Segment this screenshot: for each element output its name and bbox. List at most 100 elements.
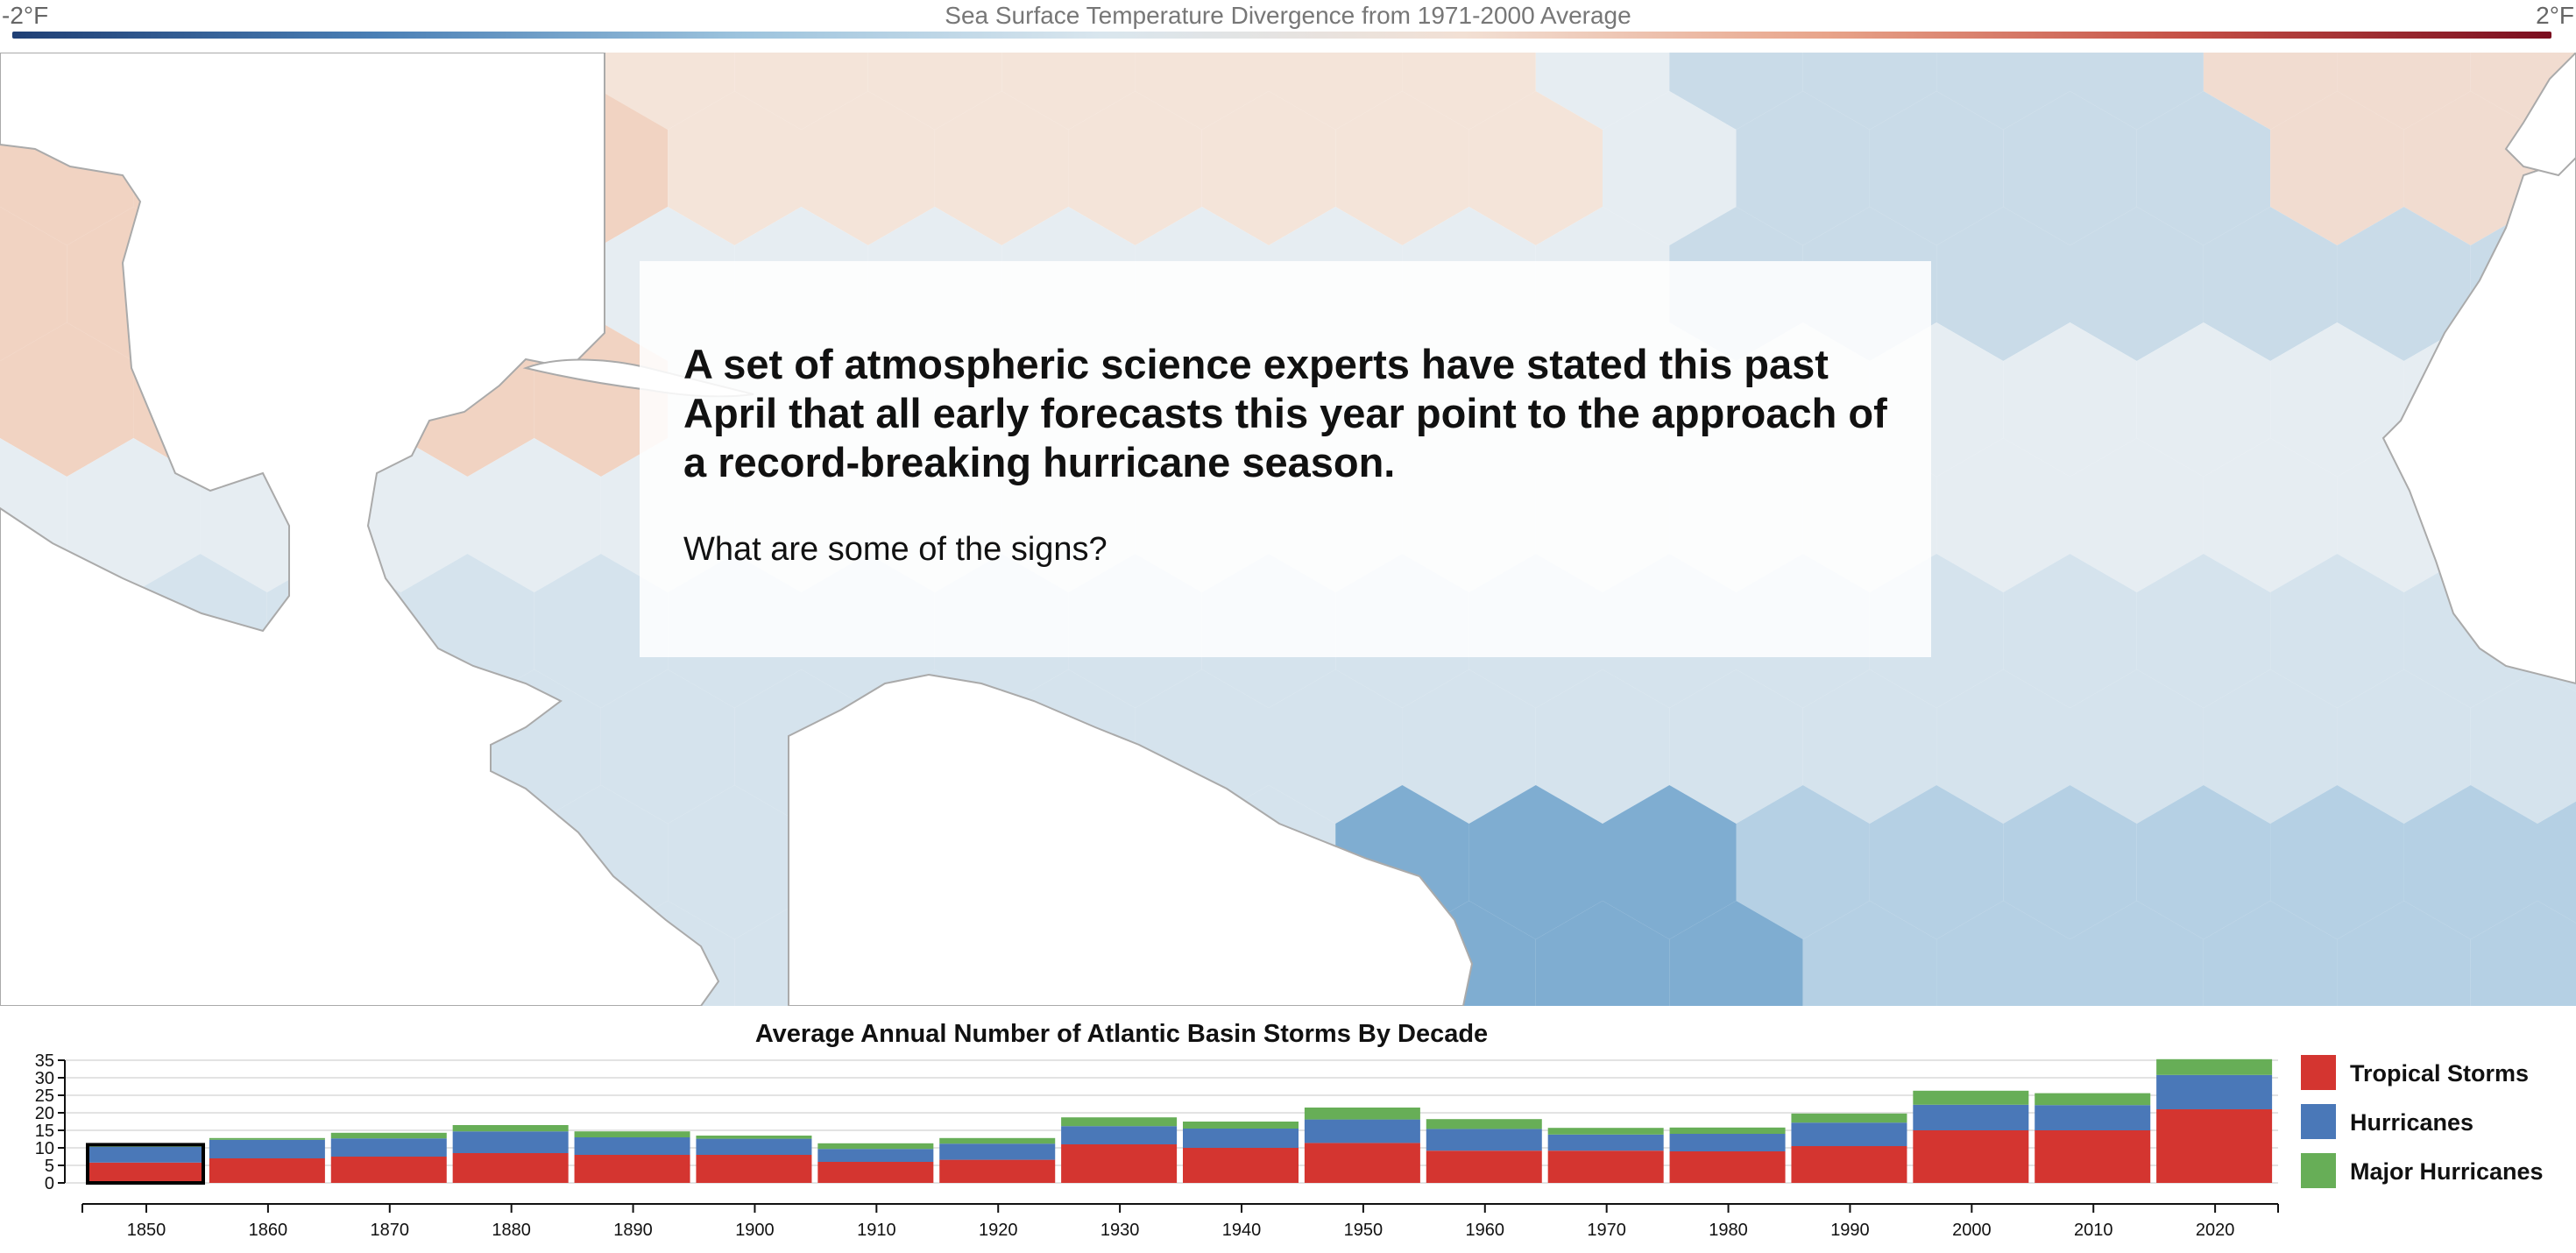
bar-highlight (86, 1143, 205, 1186)
bar-segment[interactable] (1913, 1130, 2029, 1183)
bar-segment[interactable] (2156, 1109, 2273, 1183)
bar-segment[interactable] (1547, 1150, 1664, 1183)
bar-segment[interactable] (696, 1138, 812, 1155)
temperature-hex (1802, 669, 1937, 824)
bar-segment[interactable] (209, 1139, 325, 1158)
x-tick-label: 1910 (857, 1221, 896, 1240)
temperature-hex (1736, 91, 1870, 245)
temperature-hex (1936, 53, 2070, 130)
temperature-hex (2003, 322, 2137, 477)
bar-segment[interactable] (2156, 1074, 2273, 1109)
x-tick-label: 1990 (1830, 1221, 1870, 1240)
temperature-hex (0, 322, 134, 477)
bar-segment[interactable] (1791, 1113, 1907, 1123)
land-masses (0, 53, 2576, 1006)
temperature-hex (2203, 53, 2338, 130)
bar-segment[interactable] (2035, 1105, 2151, 1130)
bar-segment[interactable] (1304, 1119, 1420, 1143)
bar-segment[interactable] (1426, 1129, 1542, 1151)
temperature-hex (2270, 91, 2404, 245)
bar-segment[interactable] (88, 1146, 203, 1163)
bar-segment[interactable] (452, 1131, 569, 1153)
bar-segment[interactable] (330, 1138, 447, 1157)
bar-segment[interactable] (574, 1137, 690, 1155)
bar-segment[interactable] (330, 1157, 447, 1183)
bar-segment[interactable] (1913, 1104, 2029, 1130)
bar-segment[interactable] (817, 1149, 934, 1162)
temperature-hex (934, 91, 1069, 245)
bar-segment[interactable] (817, 1162, 934, 1183)
bar-segment[interactable] (1669, 1127, 1786, 1134)
north-america-land (0, 53, 720, 1006)
bar-segment[interactable] (574, 1155, 690, 1183)
temperature-hex (1802, 901, 1937, 1006)
legend-swatch (2301, 1153, 2336, 1188)
x-tick-label: 1890 (613, 1221, 653, 1240)
temperature-hex (2136, 322, 2271, 477)
chart-bars (86, 1058, 2273, 1186)
bar-segment[interactable] (1791, 1146, 1907, 1183)
bar-segment[interactable] (452, 1153, 569, 1183)
bar-segment[interactable] (1669, 1151, 1786, 1183)
temperature-hex (2003, 554, 2137, 708)
bar-segment[interactable] (817, 1143, 934, 1150)
temperature-hex (2270, 322, 2404, 477)
bar-segment[interactable] (1913, 1090, 2029, 1105)
bar-segment[interactable] (1061, 1126, 1178, 1144)
bar-segment[interactable] (1547, 1128, 1664, 1135)
bar-segment[interactable] (1183, 1148, 1299, 1183)
bar-segment[interactable] (1061, 1117, 1178, 1127)
bar-segment[interactable] (574, 1131, 690, 1137)
temperature-hex (1535, 901, 1670, 1006)
x-tick-label: 1960 (1466, 1221, 1505, 1240)
temperature-hex (1669, 669, 1803, 824)
bar-segment[interactable] (452, 1125, 569, 1132)
bar-segment[interactable] (1061, 1144, 1178, 1183)
temperature-hex (1936, 207, 2070, 361)
temperature-hex (2537, 801, 2576, 924)
temperature-hex (801, 91, 935, 245)
bar-segment[interactable] (209, 1158, 325, 1183)
bar-segment[interactable] (88, 1162, 203, 1183)
bar-segment[interactable] (1304, 1108, 1420, 1120)
temperature-hex (2136, 785, 2271, 939)
bar-segment[interactable] (2035, 1093, 2151, 1106)
bar-segment[interactable] (696, 1155, 812, 1183)
y-tick-label: 5 (45, 1157, 54, 1176)
temperature-hex (467, 438, 601, 592)
temperature-hex (2203, 438, 2338, 592)
temperature-hex (2003, 785, 2137, 939)
bar-segment[interactable] (209, 1137, 325, 1140)
temperature-hex (600, 669, 735, 824)
bar-segment[interactable] (1183, 1129, 1299, 1148)
bar-segment[interactable] (939, 1143, 1056, 1160)
temperature-hex (1603, 785, 1737, 939)
bar-segment[interactable] (1791, 1122, 1907, 1146)
bar-segment[interactable] (939, 1159, 1056, 1183)
x-tick-label: 1900 (735, 1221, 775, 1240)
scale-min-label: -2°F (2, 2, 49, 29)
bar-segment[interactable] (1669, 1134, 1786, 1151)
temperature-hex (1269, 669, 1403, 824)
temperature-hex (2070, 901, 2204, 1006)
story-card: A set of atmospheric science experts hav… (640, 261, 1931, 657)
bar-segment[interactable] (1426, 1150, 1542, 1183)
bar-segment[interactable] (1304, 1143, 1420, 1183)
temperature-hex (2270, 785, 2404, 939)
bar-segment[interactable] (1547, 1134, 1664, 1151)
temperature-hex (2070, 438, 2204, 592)
temperature-hex (2337, 669, 2471, 824)
temperature-hex (2203, 207, 2338, 361)
y-tick-label: 35 (35, 1051, 54, 1071)
temperature-hex (867, 53, 1002, 130)
bar-segment[interactable] (939, 1137, 1056, 1144)
bar-segment[interactable] (1183, 1122, 1299, 1129)
bar-segment[interactable] (1426, 1119, 1542, 1129)
bar-segment[interactable] (330, 1132, 447, 1139)
bar-segment[interactable] (2156, 1058, 2273, 1075)
scale-gradient-bar (12, 32, 2551, 39)
bar-segment[interactable] (696, 1136, 812, 1139)
bar-segment[interactable] (2035, 1130, 2151, 1183)
x-tick-label: 1870 (371, 1221, 410, 1240)
